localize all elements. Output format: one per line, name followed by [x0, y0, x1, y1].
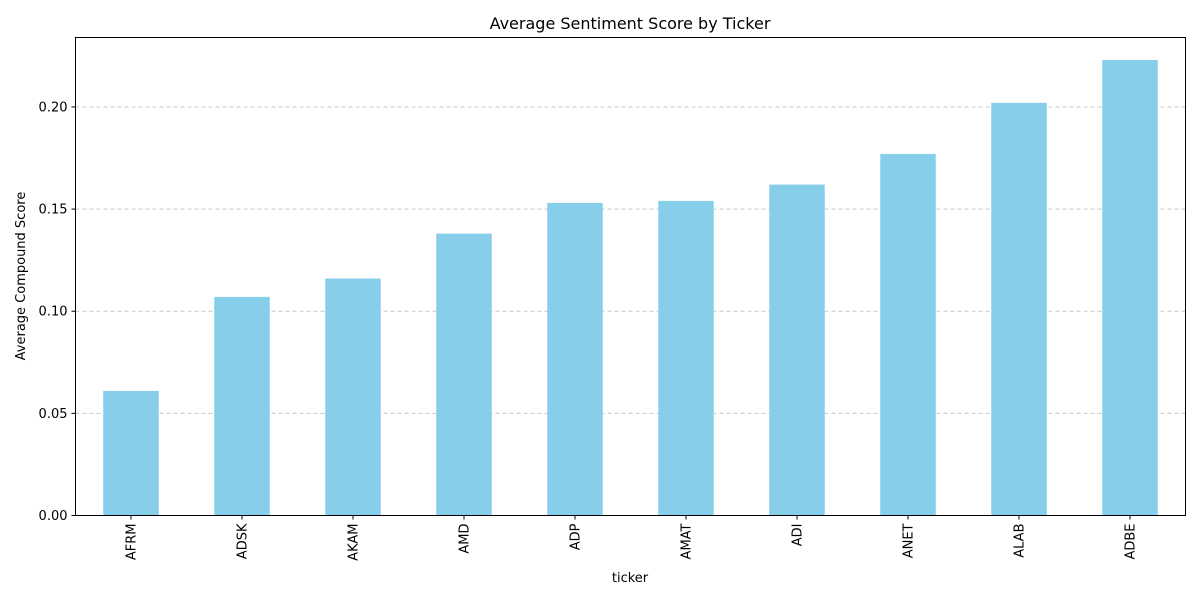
x-tick-label: AFRM [125, 524, 140, 561]
x-tick-label: ALAB [1013, 524, 1028, 558]
bar-anet [880, 153, 936, 516]
x-tick-label: AMD [458, 524, 473, 554]
y-axis-label: Average Compound Score [14, 192, 29, 361]
y-tick-label: 0.10 [39, 305, 68, 320]
x-tick-label: ADSK [236, 523, 251, 559]
bar-adsk [214, 296, 270, 516]
bar-amat [658, 200, 714, 516]
x-tick-label: ADI [791, 524, 806, 547]
y-tick-label: 0.00 [39, 509, 68, 524]
bar-amd [436, 233, 492, 516]
x-ticks: AFRM ADSK AKAM AMD ADP AMAT ADI ANET ALAB ADBE [125, 515, 1139, 561]
y-tick-label: 0.05 [39, 407, 68, 422]
x-tick-label: ADP [569, 523, 584, 550]
y-tick-label: 0.20 [39, 100, 68, 115]
x-tick-label: ANET [902, 523, 917, 558]
y-ticks: 0.00 0.05 0.10 0.15 0.20 [39, 100, 76, 524]
bar-afrm [103, 390, 159, 516]
x-tick-label: AMAT [680, 523, 695, 559]
bar-adbe [1102, 59, 1158, 516]
y-tick-label: 0.15 [39, 203, 68, 218]
x-tick-label: AKAM [347, 524, 362, 561]
plot-frame [75, 37, 1186, 516]
bars [103, 59, 1158, 516]
x-tick-label: ADBE [1124, 524, 1139, 560]
bar-alab [991, 102, 1047, 516]
x-axis-label: ticker [612, 571, 649, 586]
bar-adp [547, 202, 603, 516]
bar-akam [325, 278, 381, 516]
bar-adi [769, 184, 825, 516]
axes [75, 37, 1186, 516]
chart-title: Average Sentiment Score by Ticker [490, 14, 771, 33]
